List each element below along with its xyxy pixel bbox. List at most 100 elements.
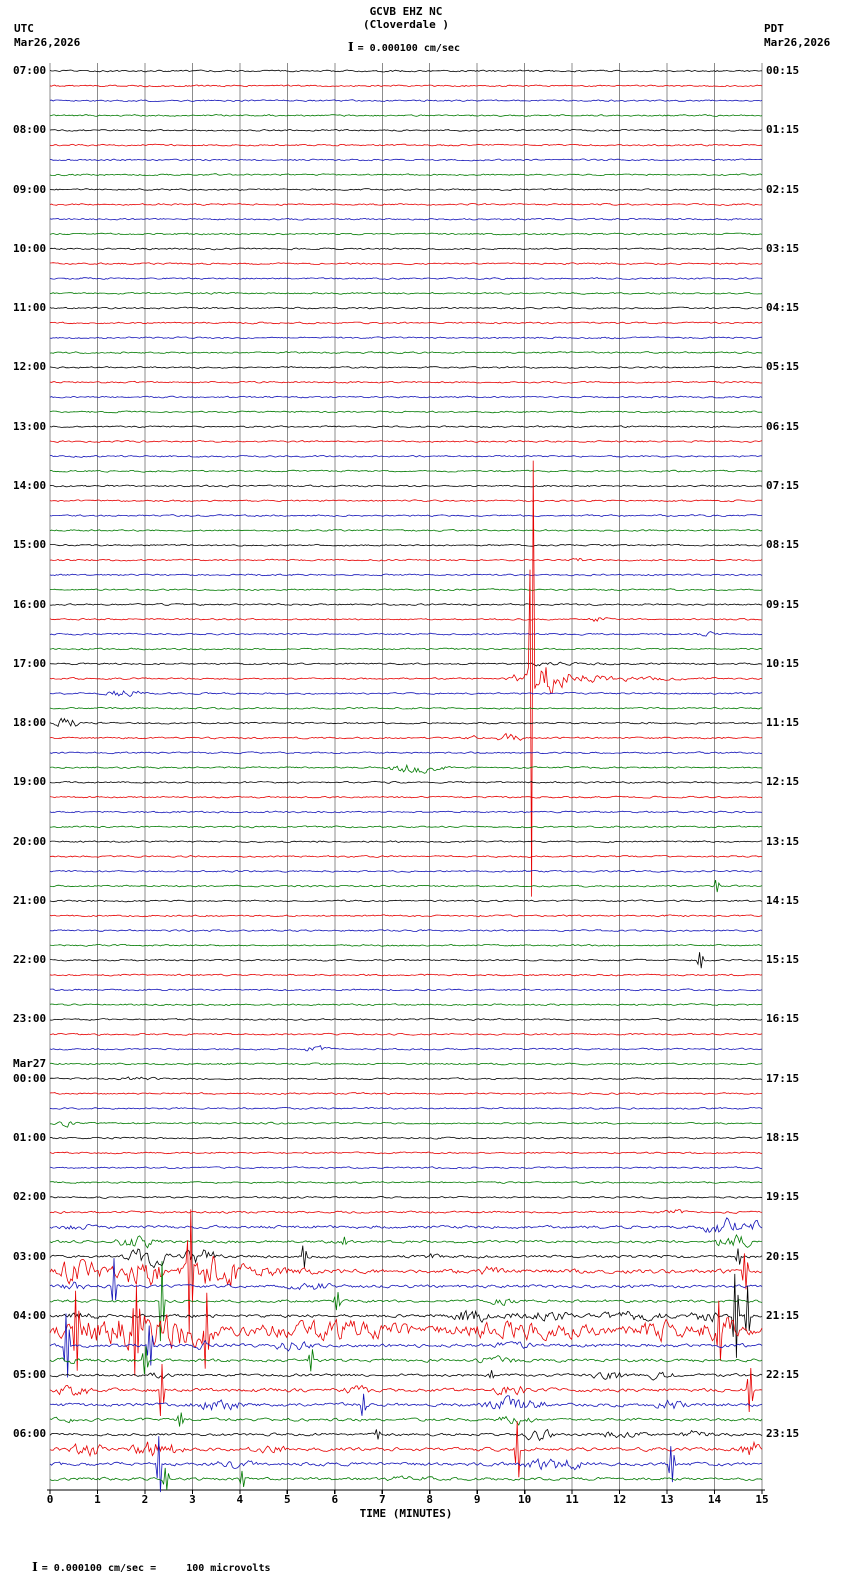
seismogram-trace-row-1 bbox=[49, 84, 763, 88]
seismogram-trace-row-20 bbox=[49, 365, 763, 369]
station-title: GCVB EHZ NC bbox=[369, 5, 443, 18]
seismogram-trace-row-83 bbox=[49, 1261, 763, 1342]
seismogram-trace-row-23 bbox=[49, 410, 763, 414]
seismogram-trace-row-90 bbox=[49, 1393, 763, 1416]
seismogram-trace-row-2 bbox=[49, 99, 763, 103]
seismogram-trace-row-56 bbox=[49, 899, 763, 903]
seismogram-trace-row-36 bbox=[49, 603, 763, 606]
seismogram-trace-row-81 bbox=[49, 1209, 763, 1334]
seismogram-trace-row-38 bbox=[49, 631, 763, 637]
seismogram-trace-row-65 bbox=[49, 1032, 763, 1036]
seismogram-trace-row-93 bbox=[49, 1421, 763, 1478]
seismogram-trace-row-72 bbox=[49, 1136, 763, 1140]
amplitude-scale-marker: I = 0.000100 cm/sec bbox=[348, 40, 460, 54]
seismogram-trace-row-82 bbox=[49, 1258, 763, 1301]
seismogram-trace-row-63 bbox=[49, 1003, 763, 1007]
seismogram-trace-row-88 bbox=[49, 1370, 763, 1381]
seismogram-trace-row-29 bbox=[49, 499, 763, 503]
seismogram-trace-row-46 bbox=[49, 751, 763, 755]
seismogram-trace-row-92 bbox=[49, 1428, 763, 1442]
seismogram-trace-row-19 bbox=[49, 351, 763, 354]
left-header: UTC Mar26,2026 bbox=[14, 22, 80, 50]
seismogram-trace-row-39 bbox=[49, 647, 763, 651]
seismogram-trace-row-70 bbox=[49, 1106, 763, 1110]
seismogram-trace-row-27 bbox=[49, 469, 763, 473]
seismogram-trace-row-18 bbox=[49, 336, 763, 340]
seismogram-trace-row-87 bbox=[49, 1346, 763, 1375]
seismogram-trace-row-77 bbox=[49, 1209, 763, 1214]
seismogram-trace-row-24 bbox=[49, 425, 763, 429]
seismogram-trace-row-66 bbox=[49, 1045, 763, 1052]
seismogram-trace-row-3 bbox=[49, 114, 763, 117]
seismogram-trace-row-7 bbox=[49, 173, 763, 177]
seismogram-trace-row-13 bbox=[49, 262, 763, 266]
footnote-scale-bar-icon: I bbox=[32, 1560, 38, 1574]
seismogram-trace-row-60 bbox=[50, 952, 763, 969]
plot-header: GCVB EHZ NC (Cloverdale ) bbox=[0, 5, 812, 31]
seismogram-trace-row-37 bbox=[49, 617, 763, 622]
seismogram-trace-row-16 bbox=[49, 306, 763, 310]
seismogram-trace-row-52 bbox=[49, 840, 762, 844]
seismogram-trace-row-40 bbox=[49, 661, 763, 667]
seismogram-trace-row-34 bbox=[49, 573, 763, 577]
seismogram-trace-row-47 bbox=[49, 763, 763, 774]
seismogram-trace-row-67 bbox=[50, 1062, 763, 1066]
seismogram-trace-row-62 bbox=[49, 988, 763, 992]
seismogram-trace-row-84 bbox=[49, 1273, 763, 1358]
seismogram-trace-row-31 bbox=[49, 528, 763, 532]
seismogram-trace-row-49 bbox=[49, 795, 763, 799]
seismogram-trace-row-30 bbox=[49, 514, 762, 518]
seismogram-trace-row-51 bbox=[49, 825, 763, 829]
seismogram-trace-row-25 bbox=[49, 440, 763, 443]
seismogram-trace-row-78 bbox=[49, 1217, 763, 1234]
seismogram-trace-row-17 bbox=[49, 321, 763, 325]
seismogram-trace-row-71 bbox=[49, 1121, 763, 1128]
scale-footnote: I = 0.000100 cm/sec = 100 microvolts bbox=[8, 1549, 271, 1584]
seismogram-trace-row-50 bbox=[49, 810, 763, 814]
seismogram-trace-row-89 bbox=[49, 1363, 763, 1417]
seismogram-trace-row-95 bbox=[49, 1467, 763, 1490]
seismogram-trace-row-11 bbox=[49, 232, 763, 236]
seismogram-trace-row-12 bbox=[49, 247, 763, 251]
seismogram-trace-row-33 bbox=[49, 558, 763, 562]
seismogram-trace-row-57 bbox=[49, 914, 763, 918]
seismogram-trace-row-4 bbox=[49, 128, 763, 132]
seismogram-trace-row-54 bbox=[49, 869, 763, 873]
right-header: PDT Mar26,2026 bbox=[764, 22, 830, 50]
footnote-text: = 0.000100 cm/sec = 100 microvolts bbox=[41, 1563, 271, 1574]
seismogram-trace-row-55 bbox=[49, 879, 763, 893]
seismogram-trace-row-86 bbox=[49, 1313, 763, 1378]
seismogram-trace-row-6 bbox=[49, 158, 763, 162]
seismogram-trace-row-75 bbox=[49, 1181, 763, 1184]
seismogram-trace-row-42 bbox=[49, 690, 763, 697]
seismogram-trace-row-45 bbox=[49, 732, 763, 741]
seismogram-trace-row-48 bbox=[49, 780, 763, 784]
seismogram-trace-row-73 bbox=[49, 1151, 763, 1155]
seismogram-trace-row-5 bbox=[49, 143, 763, 147]
seismogram-trace-row-58 bbox=[49, 929, 763, 933]
seismogram-trace-row-79 bbox=[49, 1233, 763, 1249]
seismogram-trace-row-61 bbox=[49, 973, 763, 977]
seismogram-trace-row-28 bbox=[49, 484, 763, 488]
x-axis-title: TIME (MINUTES) bbox=[359, 1507, 453, 1520]
seismogram-trace-row-32 bbox=[49, 543, 763, 547]
seismogram-trace-row-44 bbox=[49, 717, 763, 728]
seismogram-trace-row-68 bbox=[49, 1076, 763, 1081]
seismogram-trace-row-94 bbox=[49, 1436, 763, 1493]
scale-bar-icon: I bbox=[348, 40, 354, 54]
seismogram-trace-row-59 bbox=[49, 943, 763, 947]
left-timezone-label: UTC bbox=[14, 22, 34, 35]
seismogram-trace-row-22 bbox=[49, 395, 763, 399]
seismogram-trace-row-76 bbox=[49, 1195, 763, 1199]
seismogram-trace-row-43 bbox=[49, 706, 762, 710]
right-timezone-label: PDT bbox=[764, 22, 784, 35]
seismogram-trace-row-0 bbox=[49, 69, 763, 73]
seismogram-trace-row-41 bbox=[49, 460, 763, 897]
seismogram-trace-row-69 bbox=[49, 1092, 763, 1095]
seismogram-trace-row-14 bbox=[49, 277, 763, 280]
seismogram-trace-row-80 bbox=[49, 1245, 763, 1269]
seismogram-trace-row-26 bbox=[49, 454, 762, 458]
seismogram-trace-row-9 bbox=[49, 202, 763, 206]
